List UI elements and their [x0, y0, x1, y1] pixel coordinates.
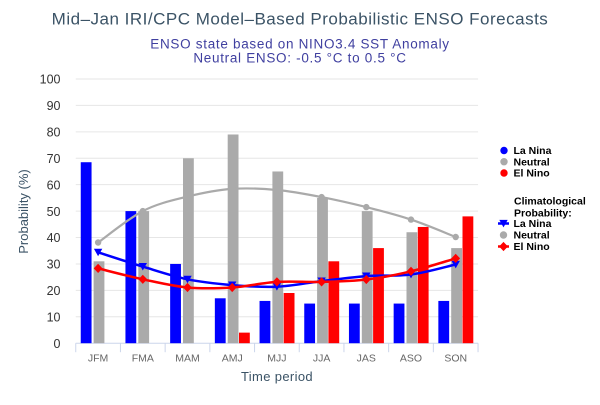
- svg-text:Probability:: Probability:: [514, 208, 572, 220]
- svg-text:40: 40: [47, 231, 61, 245]
- svg-text:El Nino: El Nino: [514, 241, 550, 253]
- svg-text:50: 50: [47, 205, 61, 219]
- svg-text:10: 10: [47, 311, 61, 325]
- svg-text:Neutral: Neutral: [514, 156, 550, 168]
- svg-text:Neutral: Neutral: [514, 230, 550, 242]
- svg-text:AMJ: AMJ: [222, 353, 243, 365]
- svg-text:Time period: Time period: [241, 369, 313, 384]
- svg-text:JJA: JJA: [313, 353, 331, 365]
- svg-text:100: 100: [40, 73, 61, 87]
- svg-text:JFM: JFM: [88, 353, 108, 365]
- svg-text:MJJ: MJJ: [267, 353, 286, 365]
- svg-text:MAM: MAM: [175, 353, 200, 365]
- svg-text:80: 80: [47, 126, 61, 140]
- svg-text:La Nina: La Nina: [514, 218, 552, 230]
- svg-text:0: 0: [54, 337, 61, 351]
- svg-text:30: 30: [47, 258, 61, 272]
- svg-text:70: 70: [47, 152, 61, 166]
- svg-text:20: 20: [47, 284, 61, 298]
- svg-text:ASO: ASO: [400, 353, 422, 365]
- svg-text:El Nino: El Nino: [514, 168, 550, 180]
- svg-text:Neutral ENSO: -0.5 °C to 0.5 °: Neutral ENSO: -0.5 °C to 0.5 °C: [193, 51, 406, 66]
- svg-text:60: 60: [47, 178, 61, 192]
- svg-text:FMA: FMA: [132, 353, 154, 365]
- svg-text:SON: SON: [444, 353, 467, 365]
- svg-text:JAS: JAS: [357, 353, 376, 365]
- svg-text:Mid–Jan IRI/CPC Model–Based Pr: Mid–Jan IRI/CPC Model–Based Probabilisti…: [52, 10, 549, 29]
- svg-text:ENSO state based on NINO3.4 SS: ENSO state based on NINO3.4 SST Anomaly: [150, 37, 449, 52]
- svg-text:90: 90: [47, 99, 61, 113]
- svg-text:Climatological: Climatological: [514, 196, 586, 208]
- svg-text:Probability (%): Probability (%): [16, 169, 31, 254]
- svg-text:La Nina: La Nina: [514, 145, 552, 157]
